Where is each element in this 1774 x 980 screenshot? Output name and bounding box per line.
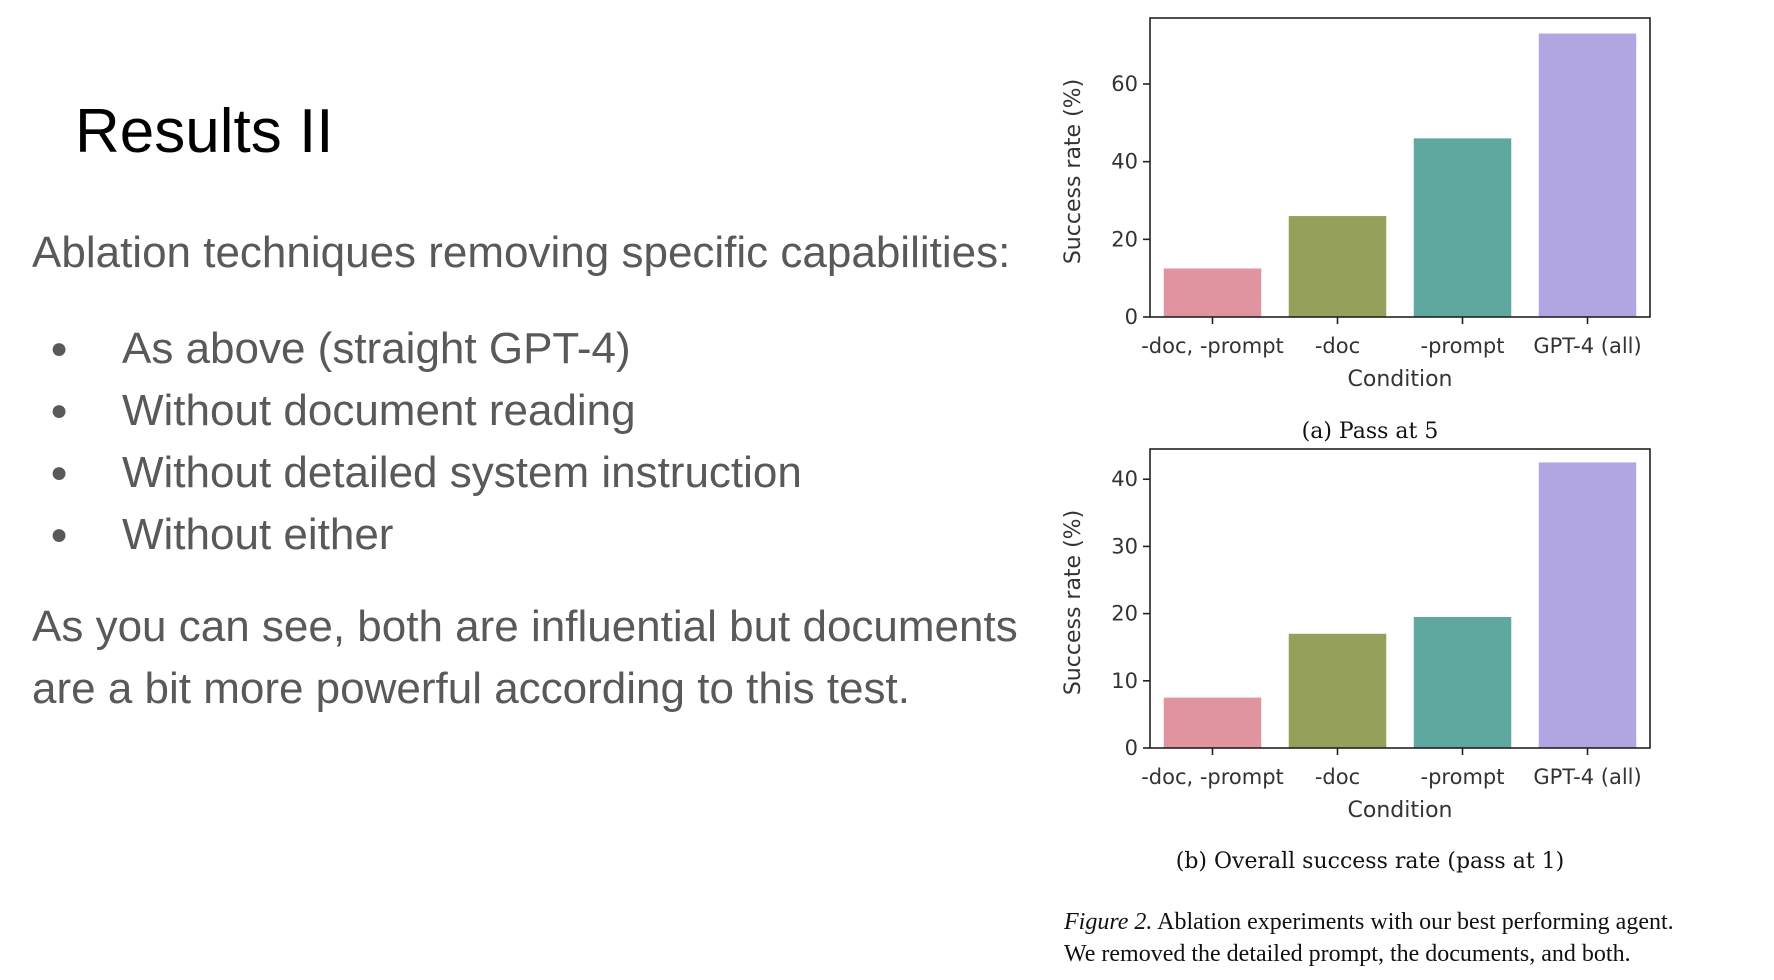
caption-label: Figure 2.: [1064, 909, 1153, 935]
y-tick-label: 40: [1111, 467, 1138, 491]
bar: [1538, 462, 1637, 748]
plot-frame: [1149, 17, 1651, 318]
intro-text: Ablation techniques removing specific ca…: [32, 228, 1011, 277]
ablation-figure: 0 20 40 60 -doc, -prompt -doc -prompt GPT-4 (al…: [1061, 17, 1651, 874]
x-tick-label: GPT-4 (all): [1533, 765, 1641, 789]
y-tick-label: 0: [1125, 736, 1138, 760]
bar: [1413, 138, 1512, 317]
bullet-text: Without either: [122, 510, 394, 559]
slide-title: Results II: [75, 97, 334, 166]
bullet-text: Without document reading: [122, 386, 636, 435]
y-tick-label: 60: [1111, 72, 1138, 96]
caption-line: Figure 2. Ablation experiments with our …: [1064, 906, 1764, 938]
x-tick-label: -doc: [1315, 765, 1360, 789]
x-tick-label: -prompt: [1421, 765, 1505, 789]
x-axis-label: Condition: [1348, 367, 1453, 392]
y-axis-label: Success rate (%): [1061, 79, 1086, 264]
bullet-text: Without detailed system instruction: [122, 448, 802, 497]
x-tick-label: -doc: [1315, 334, 1360, 358]
bullet-icon: ●: [50, 456, 69, 489]
bar: [1538, 33, 1637, 317]
bullet-text: As above (straight GPT-4): [122, 324, 631, 373]
y-tick-label: 10: [1111, 669, 1138, 693]
caption-text: Ablation experiments with our best perfo…: [1152, 909, 1674, 935]
bar: [1288, 216, 1387, 317]
y-tick-label: 30: [1111, 534, 1138, 558]
chart-subcaption: (a) Pass at 5: [1302, 419, 1439, 444]
x-axis-label: Condition: [1348, 798, 1453, 823]
y-tick-label: 0: [1125, 305, 1138, 329]
conclusion-line: As you can see, both are influential but…: [32, 602, 1018, 651]
y-tick-label: 20: [1111, 602, 1138, 626]
bullet-icon: ●: [50, 394, 69, 427]
y-tick-label: 20: [1111, 227, 1138, 251]
bar: [1413, 616, 1512, 748]
bullet-icon: ●: [50, 518, 69, 551]
conclusion-text: As you can see, both are influential but…: [32, 596, 1018, 720]
bullet-icon: ●: [50, 332, 69, 365]
y-tick-label: 40: [1111, 150, 1138, 174]
x-tick-label: -prompt: [1421, 334, 1505, 358]
conclusion-line: are a bit more powerful according to thi…: [32, 664, 910, 713]
caption-line: We removed the detailed prompt, the docu…: [1064, 941, 1631, 967]
bar: [1163, 697, 1262, 748]
bar: [1163, 268, 1262, 317]
bar: [1288, 633, 1387, 748]
x-tick-label: -doc, -prompt: [1141, 765, 1284, 789]
chart-subcaption: (b) Overall success rate (pass at 1): [1176, 849, 1565, 874]
x-tick-label: -doc, -prompt: [1141, 334, 1284, 358]
plot-frame: [1149, 448, 1651, 749]
x-tick-label: GPT-4 (all): [1533, 334, 1641, 358]
figure-caption: Figure 2. Ablation experiments with our …: [1064, 906, 1764, 970]
y-axis-label: Success rate (%): [1061, 510, 1086, 695]
